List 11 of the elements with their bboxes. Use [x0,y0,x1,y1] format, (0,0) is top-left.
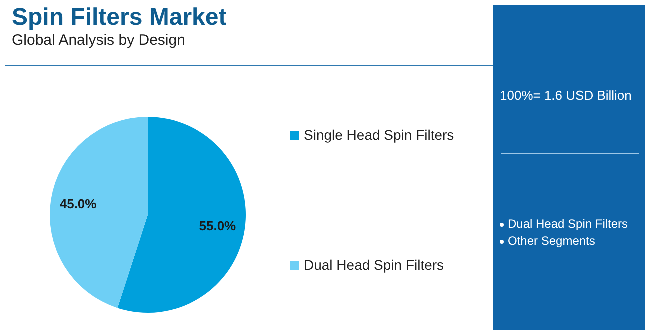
data-label: 45.0% [60,196,98,212]
text: Dual Head Spin Filters [508,216,628,233]
chart-subtitle: Global Analysis by Design [12,32,186,49]
text: 100%= 1.6 USD Billion [500,88,632,103]
pie-slice [118,117,246,313]
text: Other Segments [508,233,596,250]
legend-label: Dual Head Spin Filters [304,257,444,273]
legend-label: Single Head Spin Filters [304,127,454,143]
data-label: 55.0% [199,218,237,234]
pie-slice [50,117,148,308]
chart-title: Spin Filters Market [12,4,227,32]
